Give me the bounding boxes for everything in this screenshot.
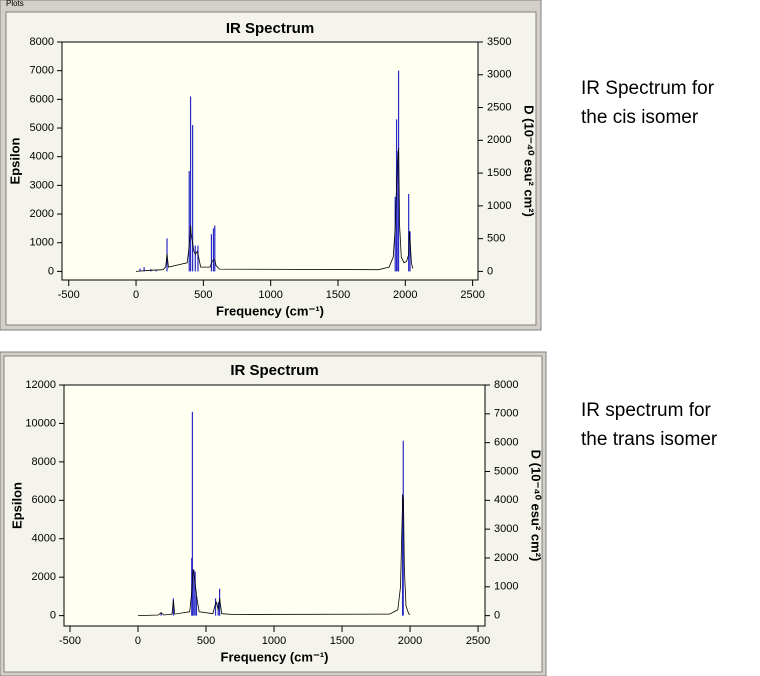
- chart-title: IR Spectrum: [226, 20, 314, 37]
- y2-tick-label: 1000: [487, 200, 511, 212]
- x-tick-label: 0: [133, 289, 139, 301]
- y-tick-label: 7000: [30, 65, 54, 77]
- y-tick-label: 4000: [30, 151, 54, 163]
- y-tick-label: 6000: [32, 494, 56, 506]
- y-tick-label: 1000: [30, 237, 54, 249]
- x-axis-label: Frequency (cm⁻¹): [221, 649, 329, 664]
- y2-tick-label: 3000: [487, 69, 511, 81]
- y-tick-label: 0: [48, 265, 54, 277]
- y-tick-label: 12000: [25, 379, 56, 391]
- y2-tick-label: 2000: [494, 552, 518, 564]
- y2-tick-label: 0: [487, 265, 493, 277]
- x-tick-label: 2500: [466, 635, 490, 647]
- spectrum-curve: [135, 148, 414, 272]
- y2-axis-label: D (10⁻⁴⁰ esu² cm²): [522, 105, 537, 217]
- x-tick-label: 1500: [330, 635, 354, 647]
- x-tick-label: -500: [59, 635, 81, 647]
- x-tick-label: 2500: [460, 289, 484, 301]
- y2-tick-label: 2500: [487, 101, 511, 113]
- x-tick-label: 2000: [393, 289, 417, 301]
- plot-area: [61, 41, 479, 281]
- x-tick-label: 500: [194, 289, 212, 301]
- x-tick-label: 1000: [258, 289, 282, 301]
- x-tick-label: 500: [197, 635, 215, 647]
- spectrum-curve: [137, 494, 411, 616]
- y2-tick-label: 7000: [494, 408, 518, 420]
- caption-line: the trans isomer: [581, 429, 718, 450]
- x-tick-label: 2000: [398, 635, 422, 647]
- x-tick-label: 1000: [262, 635, 286, 647]
- window-label: Plots: [6, 0, 24, 8]
- y-tick-label: 4000: [32, 533, 56, 545]
- y2-tick-label: 0: [494, 610, 500, 622]
- y2-tick-label: 500: [487, 233, 505, 245]
- plot-area: [63, 384, 486, 627]
- y-tick-label: 8000: [32, 456, 56, 468]
- y-tick-label: 2000: [30, 208, 54, 220]
- caption: IR spectrum for the trans isomer: [581, 396, 717, 454]
- y2-tick-label: 8000: [494, 379, 518, 391]
- y-tick-label: 6000: [30, 93, 54, 105]
- y2-tick-label: 1500: [487, 167, 511, 179]
- y2-tick-label: 2000: [487, 134, 511, 146]
- y2-tick-label: 4000: [494, 494, 518, 506]
- y2-tick-label: 6000: [494, 437, 518, 449]
- x-tick-label: 1500: [326, 289, 350, 301]
- x-tick-label: 0: [135, 635, 141, 647]
- y2-tick-label: 3500: [487, 36, 511, 48]
- y2-tick-label: 3000: [494, 523, 518, 535]
- y-tick-label: 0: [50, 610, 56, 622]
- caption-line: IR Spectrum for: [581, 78, 715, 99]
- plot-marks: [135, 70, 414, 272]
- caption-line: the cis isomer: [581, 107, 699, 128]
- caption: IR Spectrum for the cis isomer: [581, 74, 714, 132]
- caption-line: IR spectrum for: [581, 400, 711, 421]
- y-axis-label: Epsilon: [9, 482, 24, 529]
- x-tick-label: -500: [58, 289, 80, 301]
- y-tick-label: 2000: [32, 571, 56, 583]
- y2-tick-label: 5000: [494, 465, 518, 477]
- y-tick-label: 8000: [30, 36, 54, 48]
- plot-marks: [137, 411, 411, 616]
- chart-title: IR Spectrum: [230, 362, 318, 379]
- y-axis-label: Epsilon: [7, 137, 22, 184]
- y-tick-label: 3000: [30, 179, 54, 191]
- y2-axis-label: D (10⁻⁴⁰ esu² cm²): [529, 450, 544, 562]
- y2-tick-label: 1000: [494, 581, 518, 593]
- y-tick-label: 10000: [25, 417, 56, 429]
- x-axis-label: Frequency (cm⁻¹): [216, 303, 324, 318]
- y-tick-label: 5000: [30, 122, 54, 134]
